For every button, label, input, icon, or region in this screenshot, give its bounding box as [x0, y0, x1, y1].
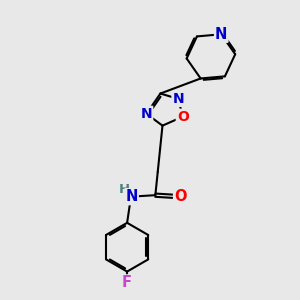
Text: H: H	[118, 183, 130, 196]
Text: N: N	[125, 189, 138, 204]
Text: N: N	[141, 107, 152, 121]
Text: N: N	[172, 92, 184, 106]
Text: F: F	[122, 275, 132, 290]
Text: O: O	[174, 189, 187, 204]
Text: O: O	[177, 110, 189, 124]
Text: N: N	[215, 27, 227, 42]
